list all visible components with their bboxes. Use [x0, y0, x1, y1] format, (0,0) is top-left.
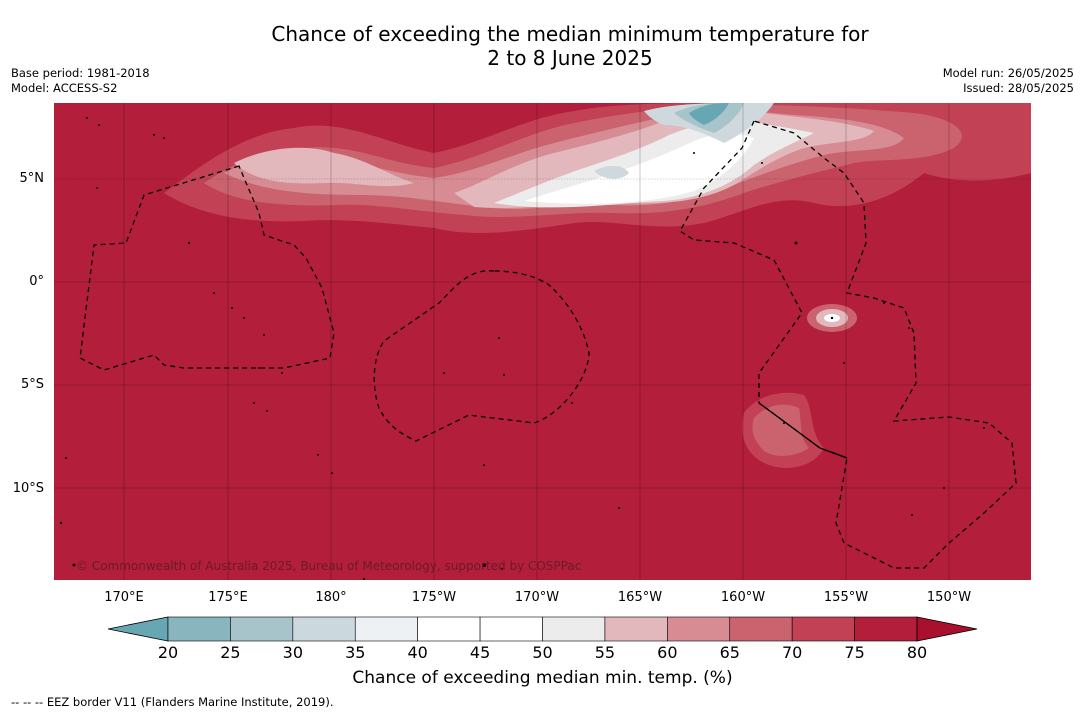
lon-label-150w: 150°W [926, 590, 972, 605]
lat-label-5n: 5°N [19, 171, 45, 186]
colorbar-cell [479, 616, 543, 642]
colorbar-cell [791, 616, 855, 642]
colorbar-cell [854, 616, 918, 642]
lon-label-175e: 175°E [208, 590, 248, 605]
map-title: Chance of exceeding the median minimum t… [0, 22, 1085, 70]
colorbar-cells [167, 616, 918, 642]
band-50 [524, 133, 754, 204]
model-name: Model: ACCESS-S2 [11, 81, 118, 95]
eez-footnote: -- -- -- EEZ border V11 (Flanders Marine… [11, 695, 334, 709]
gridlines [54, 103, 1031, 580]
lon-label-170w: 170°W [514, 590, 560, 605]
colorbar-tick: 35 [345, 643, 366, 662]
issued-date: Issued: 28/05/2025 [963, 81, 1074, 95]
colorbar-high-extension [916, 616, 978, 642]
lon-label-165w: 165°W [617, 590, 663, 605]
islands [59, 117, 985, 580]
colorbar-cell [292, 616, 356, 642]
colorbar-tick: 45 [469, 643, 491, 662]
colorbar-tick: 55 [594, 643, 616, 662]
colorbar-cell [729, 616, 793, 642]
colorbar-cell [417, 616, 481, 642]
patch-70-south [752, 404, 809, 456]
colorbar-cell [230, 616, 294, 642]
eez-solid-segment [758, 402, 848, 459]
title-line-1: Chance of exceeding the median minimum t… [271, 22, 869, 46]
colorbar-tick: 75 [844, 643, 865, 662]
colorbar-label: Chance of exceeding median min. temp. (%… [352, 668, 733, 688]
colorbar-cell [542, 616, 606, 642]
copyright-notice: © Commonwealth of Australia 2025, Bureau… [76, 559, 581, 573]
colorbar [108, 616, 978, 642]
colorbar-cell [667, 616, 731, 642]
meta-left: Base period: 1981-2018 Model: ACCESS-S2 [11, 66, 150, 96]
probability-map: © Commonwealth of Australia 2025, Bureau… [54, 103, 1031, 580]
lat-label-0: 0° [29, 274, 44, 289]
colorbar-tick: 30 [282, 643, 303, 662]
band-20 [689, 103, 729, 125]
colorbar-tick: 25 [220, 643, 241, 662]
colorbar-tick: 70 [781, 643, 803, 662]
colorbar-low-extension [108, 616, 169, 642]
lon-label-170e: 170°E [104, 590, 144, 605]
eez-central [373, 270, 590, 442]
title-line-2: 2 to 8 June 2025 [487, 46, 653, 70]
patch-40-east [594, 165, 629, 179]
colorbar-tick: 65 [719, 643, 740, 662]
colorbar-cell [354, 616, 418, 642]
colorbar-cell [604, 616, 668, 642]
colorbar-tick: 40 [407, 643, 428, 662]
eez-east [679, 120, 1017, 569]
lon-label-175w: 175°W [411, 590, 457, 605]
meta-right: Model run: 26/05/2025 Issued: 28/05/2025 [943, 66, 1074, 96]
colorbar-cell [167, 616, 231, 642]
lon-label-160w: 160°W [720, 590, 766, 605]
colorbar-tick: 60 [657, 643, 678, 662]
colorbar-tick: 20 [157, 643, 179, 662]
band-60-west [234, 147, 414, 187]
eez-west [79, 165, 335, 371]
colorbar-tick: 50 [532, 643, 553, 662]
colorbar-tick: 80 [906, 643, 928, 662]
base-period: Base period: 1981-2018 [11, 66, 150, 80]
eez-borders [79, 120, 1017, 569]
lat-label-5s: 5°S [20, 377, 44, 392]
model-run: Model run: 26/05/2025 [942, 66, 1074, 80]
lat-label-10s: 10°S [12, 481, 44, 496]
lon-label-180: 180° [315, 590, 347, 605]
lon-label-155w: 155°W [823, 590, 869, 605]
